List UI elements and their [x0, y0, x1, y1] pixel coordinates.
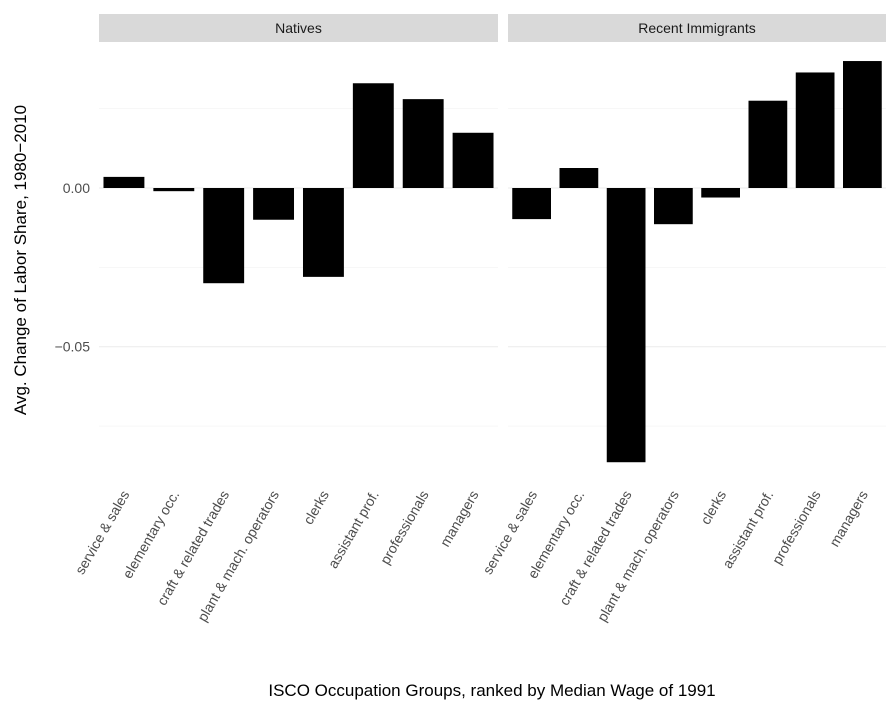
x-tick-label: clerks: [300, 488, 332, 528]
bar: [606, 188, 646, 463]
bar: [512, 188, 551, 220]
y-tick-label: −0.05: [55, 339, 91, 355]
x-axis-label: ISCO Occupation Groups, ranked by Median…: [268, 681, 715, 700]
bar: [654, 188, 693, 225]
y-axis-label: Avg. Change of Labor Share, 1980−2010: [11, 105, 30, 415]
bar: [203, 188, 245, 284]
bar: [153, 188, 195, 192]
x-tick-label: service & sales: [72, 488, 133, 578]
x-tick-label: managers: [826, 488, 871, 550]
bar: [843, 61, 882, 188]
x-tick-label: professionals: [769, 488, 824, 567]
bar: [452, 132, 494, 188]
bar: [103, 176, 145, 188]
y-tick-label: 0.00: [63, 180, 90, 196]
x-tick-label: plant & mach. operators: [594, 488, 682, 625]
bar: [402, 99, 444, 188]
facet-strip: [508, 14, 886, 42]
facet-title: Recent Immigrants: [638, 20, 755, 36]
facet-strip: [99, 14, 498, 42]
bar: [748, 100, 788, 188]
x-tick-label: professionals: [377, 488, 432, 567]
bar: [701, 188, 740, 198]
x-tick-label: clerks: [697, 488, 729, 528]
bar: [302, 188, 344, 277]
bar: [559, 168, 599, 188]
facet-title: Natives: [275, 20, 322, 36]
bar: [253, 188, 295, 220]
bar: [795, 72, 835, 188]
bar: [352, 83, 394, 188]
x-tick-label: assistant prof.: [324, 488, 381, 571]
x-tick-label: managers: [437, 488, 482, 550]
